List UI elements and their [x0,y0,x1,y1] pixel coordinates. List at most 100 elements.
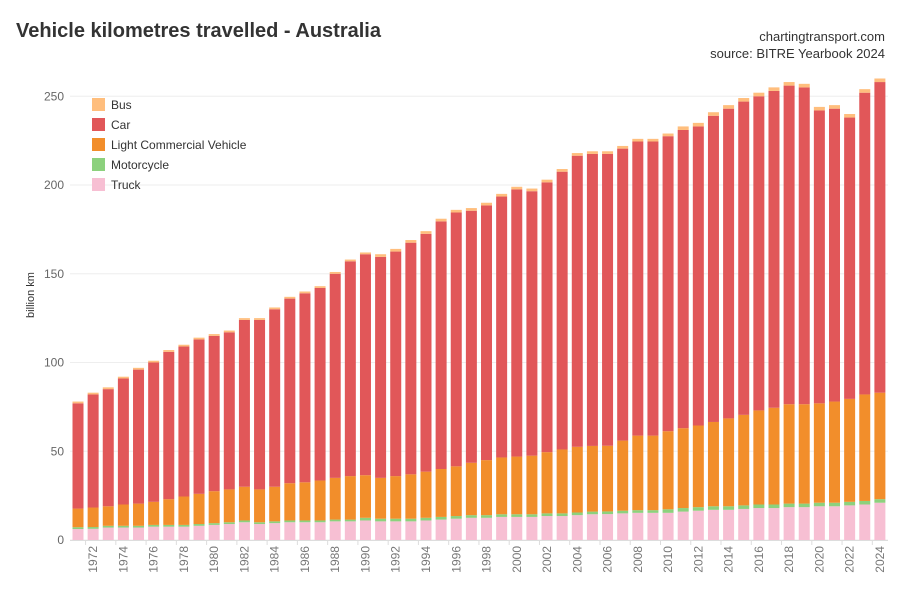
bar-motorcycle [647,510,659,513]
bar-car [299,293,311,483]
bar-motorcycle [435,516,447,520]
bar-motorcycle [269,521,281,524]
bar-light-commercial-vehicle [844,398,856,502]
bar-motorcycle [314,520,326,523]
bar-light-commercial-vehicle [859,394,871,501]
x-tick-label: 2004 [570,546,584,573]
bar-light-commercial-vehicle [193,493,205,525]
bar-car [586,153,598,446]
bar-motorcycle [87,527,99,529]
bar-bus [208,334,220,336]
bar-bus [541,179,553,183]
bar-motorcycle [541,513,553,517]
bar-truck [117,527,129,540]
y-tick-label: 0 [57,533,64,547]
bar-bus [511,186,523,190]
bar-motorcycle [526,514,538,517]
bar-motorcycle [223,522,235,525]
bar-motorcycle [284,520,296,523]
bar-car [602,153,614,446]
bar-motorcycle [798,503,810,508]
bar-motorcycle [238,520,250,523]
bar-light-commercial-vehicle [208,491,220,524]
bar-light-commercial-vehicle [511,456,523,515]
bar-truck [723,509,735,540]
bar-car [238,319,250,487]
bar-truck [707,509,719,540]
x-tick-label: 2006 [601,546,615,573]
bar-bus [692,122,704,127]
bar-truck [299,522,311,540]
bar-car [193,339,205,494]
y-tick-label: 250 [44,89,64,103]
x-tick-label: 2018 [782,546,796,573]
bar-bus [783,82,795,86]
bar-truck [102,527,114,540]
bar-motorcycle [813,502,825,507]
bar-bus [72,401,84,404]
bar-car [284,298,296,484]
bar-motorcycle [723,506,735,510]
bar-car [163,351,175,500]
bar-truck [254,524,266,540]
x-tick-label: 1978 [177,546,191,573]
bar-car [359,254,371,476]
bar-truck [223,524,235,540]
x-tick-label: 1994 [419,546,433,573]
bar-light-commercial-vehicle [405,474,417,519]
x-tick-label: 1996 [449,546,463,573]
bar-car [617,148,629,441]
bar-truck [465,517,477,540]
page-title: Vehicle kilometres travelled - Australia [16,20,381,42]
bar-light-commercial-vehicle [133,503,145,526]
bar-light-commercial-vehicle [72,508,84,528]
bar-motorcycle [602,511,614,515]
bar-bus [496,193,508,197]
bar-light-commercial-vehicle [435,469,447,517]
bar-light-commercial-vehicle [768,407,780,505]
bar-bus [753,92,765,97]
bar-motorcycle [586,511,598,515]
bar-truck [647,512,659,540]
bar-light-commercial-vehicle [359,475,371,518]
bar-truck [87,528,99,540]
bar-truck [269,523,281,540]
x-tick-label: 2010 [661,546,675,573]
bar-bus [844,114,856,118]
bar-truck [677,511,689,540]
bar-truck [481,517,493,540]
bar-truck [314,522,326,540]
bar-motorcycle [874,499,886,503]
bar-truck [284,522,296,540]
bar-bus [148,360,160,363]
y-axis-label: billion km [25,272,37,318]
bar-bus [133,367,145,370]
bar-light-commercial-vehicle [238,486,250,521]
bar-car [269,309,281,487]
bar-light-commercial-vehicle [178,496,190,525]
bar-truck [193,525,205,540]
bar-motorcycle [117,525,129,528]
bar-bus [481,202,493,206]
bar-car [874,82,886,393]
bar-truck [390,521,402,540]
bar-light-commercial-vehicle [556,449,568,514]
bar-bus [602,151,614,154]
bar-bus [526,188,538,192]
bar-car [117,378,129,505]
bar-motorcycle [299,520,311,523]
bar-truck [496,516,508,540]
bar-light-commercial-vehicle [586,445,598,512]
bar-car [344,261,356,477]
y-tick-label: 50 [51,444,65,458]
bar-light-commercial-vehicle [738,414,750,506]
bar-light-commercial-vehicle [526,455,538,515]
bar-car [707,115,719,422]
bar-car [481,205,493,461]
bar-motorcycle [390,518,402,522]
bar-bus [178,344,190,347]
bar-motorcycle [556,513,568,517]
x-tick-label: 1986 [298,546,312,573]
bar-light-commercial-vehicle [450,466,462,517]
